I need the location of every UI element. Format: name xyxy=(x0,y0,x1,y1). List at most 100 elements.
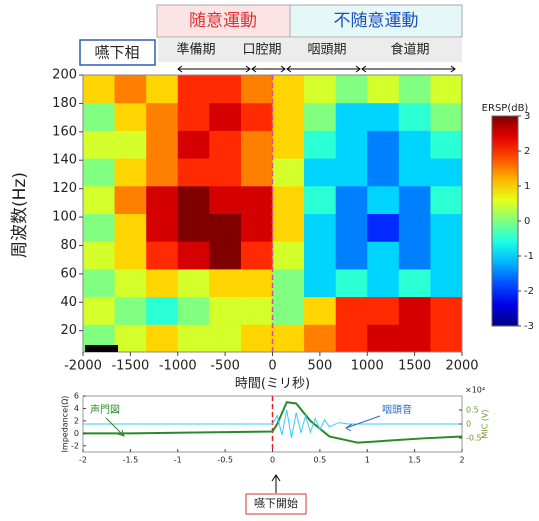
heatmap-cell xyxy=(367,241,400,270)
y-tick-label: 40 xyxy=(60,295,77,310)
x-tick-label: -2 xyxy=(79,456,87,465)
heatmap-cell xyxy=(335,296,368,325)
colorbar-tick-label: 3 xyxy=(524,111,530,122)
heatmap-cell xyxy=(240,130,273,159)
heatmap-cell xyxy=(398,102,431,131)
heatmap-cell xyxy=(272,102,305,131)
x-tick-label: -0.5 xyxy=(217,456,233,465)
heatmap-cell xyxy=(398,158,431,187)
heatmap-cell xyxy=(240,324,273,353)
x-tick-label: -1000 xyxy=(159,359,197,374)
colorbar-tick-label: -1 xyxy=(524,251,534,262)
heatmap-cell xyxy=(83,296,116,325)
heatmap-cell xyxy=(146,102,179,131)
heatmap-cell xyxy=(304,268,337,298)
heatmap-cell xyxy=(114,158,147,187)
y2-scale: ×10⁴ xyxy=(465,386,485,395)
phase-label: 咽頭期 xyxy=(307,43,346,58)
y2-axis-label: MIC (V) xyxy=(481,409,490,438)
heatmap-cell xyxy=(367,75,400,104)
heatmap-cell xyxy=(114,324,147,353)
heatmap-cell xyxy=(177,213,210,242)
heatmap-cell xyxy=(146,185,179,214)
onset-box xyxy=(245,493,307,515)
heatmap-cell xyxy=(304,75,337,104)
onset-label: 嚥下開始 xyxy=(254,496,298,510)
heatmap-cell xyxy=(146,158,179,187)
heatmap-cell xyxy=(209,75,242,104)
heatmap-cell xyxy=(367,130,400,159)
heatmap-cell xyxy=(177,75,210,104)
heatmap-cell xyxy=(177,158,210,187)
heatmap-cell xyxy=(114,241,147,270)
heatmap-cell xyxy=(240,213,273,242)
heatmap-cell xyxy=(240,75,273,104)
heatmap-cell xyxy=(177,130,210,159)
heatmap-cell xyxy=(83,185,116,214)
involuntary-label: 不随意運動 xyxy=(334,11,419,31)
legend-arrow xyxy=(345,415,381,432)
heatmap-cell xyxy=(240,102,273,131)
heatmap-cell xyxy=(430,102,463,131)
heatmap-cell xyxy=(398,324,431,353)
x-tick-label: 1000 xyxy=(351,359,384,374)
heatmap-cell xyxy=(83,268,116,298)
y-tick-label: 6 xyxy=(74,392,79,401)
heatmap-cell xyxy=(146,130,179,159)
colorbar-tick-label: -3 xyxy=(524,321,534,332)
heatmap-cell xyxy=(430,241,463,270)
heatmap-cell xyxy=(430,296,463,325)
heatmap-cell xyxy=(367,324,400,353)
heatmap-cell xyxy=(146,75,179,104)
heatmap-cell xyxy=(272,158,305,187)
y-tick-label: 0 xyxy=(74,429,79,438)
y2-tick-label: 0.5 xyxy=(466,406,479,415)
colorbar-tick-label: -2 xyxy=(524,286,534,297)
heatmap-cell xyxy=(177,268,210,298)
heatmap-cell xyxy=(430,213,463,242)
heatmap-cell xyxy=(83,213,116,242)
x-tick-label: 2 xyxy=(459,456,464,465)
heatmap-cell xyxy=(114,102,147,131)
heatmap-cell xyxy=(335,268,368,298)
colorbar-label: ERSP(dB) xyxy=(482,103,529,114)
heatmap-cell xyxy=(272,324,305,353)
heatmap-cell xyxy=(304,241,337,270)
y-tick-label: 100 xyxy=(52,210,77,225)
scale-bar xyxy=(85,345,118,352)
heatmap-cell xyxy=(209,296,242,325)
phase-label: 準備期 xyxy=(176,42,215,58)
heatmap-cell xyxy=(209,324,242,353)
x-tick-label: -1500 xyxy=(111,359,149,374)
y2-tick-label: 0 xyxy=(466,420,471,429)
heatmap-cell xyxy=(83,241,116,270)
y-tick-label: 4 xyxy=(74,404,79,413)
heatmap-cell xyxy=(209,185,242,214)
x-tick-label: 500 xyxy=(307,359,332,374)
phase-title: 嚥下相 xyxy=(94,44,139,62)
voluntary-box xyxy=(156,4,291,38)
heatmap-cell xyxy=(272,130,305,159)
heatmap-cell xyxy=(272,213,305,242)
phase-label: 口腔期 xyxy=(242,43,281,58)
heatmap-cell xyxy=(430,158,463,187)
series-line xyxy=(83,401,463,444)
heatmap-cell xyxy=(367,102,400,131)
heatmap-cell xyxy=(272,241,305,270)
y-tick-label: 160 xyxy=(52,124,77,139)
x-tick-label: 0.5 xyxy=(314,456,327,465)
heatmap-cell xyxy=(272,75,305,104)
heatmap-cell xyxy=(146,241,179,270)
heatmap-cell xyxy=(146,213,179,242)
heatmap-cell xyxy=(209,158,242,187)
x-tick-label: -1.5 xyxy=(123,456,139,465)
series-line xyxy=(83,409,462,439)
x-tick-label: -500 xyxy=(210,359,240,374)
phase-title-box xyxy=(79,39,156,66)
legend-entry: 声門図 xyxy=(90,403,120,416)
y-tick-label: 20 xyxy=(60,323,77,338)
heatmap-cell xyxy=(83,130,116,159)
involuntary-box xyxy=(289,4,463,38)
heatmap-cell xyxy=(430,268,463,298)
